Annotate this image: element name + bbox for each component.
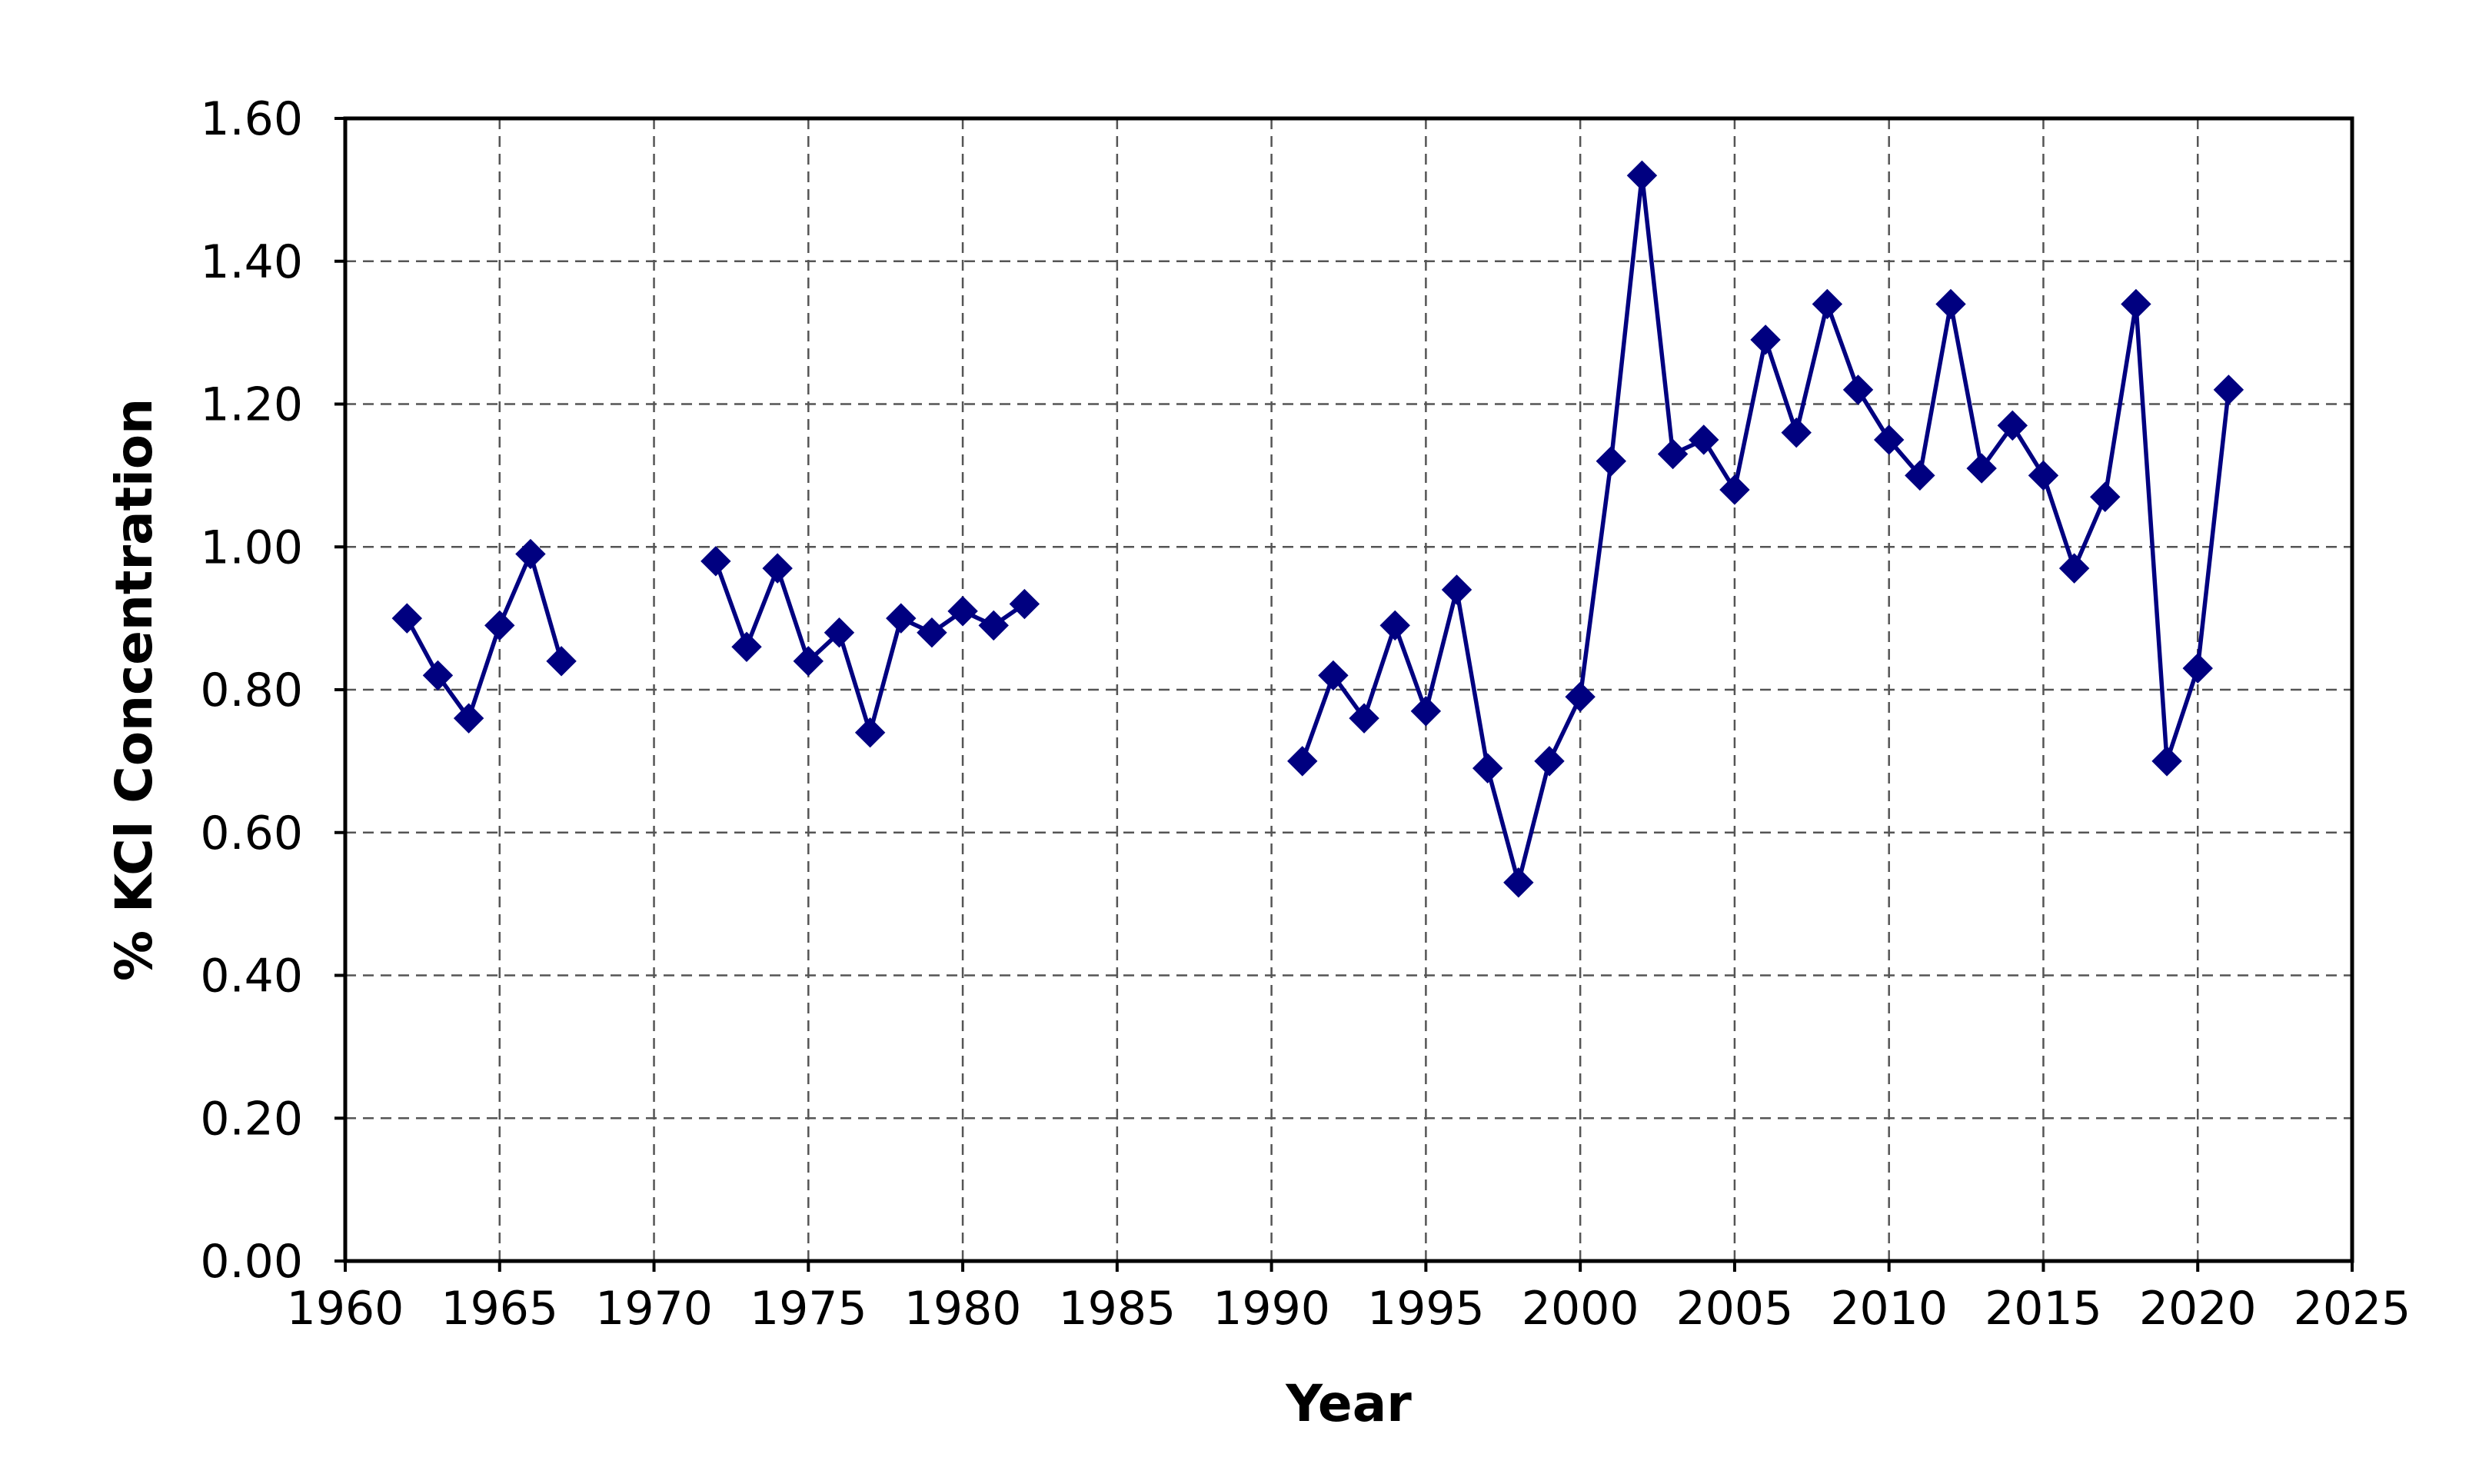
- series-kcl-concentration: [391, 160, 2244, 898]
- data-point-marker: [1318, 660, 1349, 691]
- data-point-marker: [1349, 703, 1379, 734]
- data-point-marker: [854, 717, 886, 748]
- data-point-marker: [1565, 681, 1596, 712]
- data-point-marker: [2090, 481, 2121, 512]
- x-tick-label: 1990: [1213, 1282, 1330, 1336]
- data-point-marker: [1441, 574, 1472, 605]
- data-point-marker: [947, 596, 978, 627]
- data-point-marker: [1935, 288, 1966, 320]
- x-tick-label: 2020: [2139, 1282, 2257, 1336]
- y-tick-label: 0.20: [200, 1092, 303, 1146]
- y-tick-label: 0.60: [200, 807, 303, 860]
- data-point-marker: [917, 617, 947, 648]
- y-tick-label: 1.20: [200, 378, 303, 432]
- data-point-marker: [762, 553, 793, 584]
- x-tick-label: 2025: [2294, 1282, 2411, 1336]
- data-point-marker: [1812, 288, 1843, 320]
- x-tick-label: 1995: [1367, 1282, 1485, 1336]
- x-tick-label: 2000: [1522, 1282, 1639, 1336]
- data-point-marker: [515, 538, 546, 570]
- x-tick-label: 1980: [904, 1282, 1022, 1336]
- x-axis-tick-labels: 1960 1965 1970 1975 1980 1985 1990 1995 2000 2005…: [287, 1282, 2411, 1336]
- data-point-marker: [793, 646, 824, 677]
- x-tick-label: 1975: [750, 1282, 867, 1336]
- data-point-marker: [422, 660, 454, 691]
- data-point-marker: [1781, 417, 1812, 448]
- y-axis-tick-labels: 0.00 0.20 0.40 0.60 0.80 1.00 1.20 1.40 1.60: [200, 92, 303, 1289]
- x-axis-title: Year: [1285, 1374, 1412, 1433]
- data-point-marker: [1873, 424, 1905, 455]
- y-tick-label: 0.40: [200, 950, 303, 1003]
- data-point-marker: [2121, 288, 2151, 320]
- data-point-marker: [1657, 438, 1689, 470]
- data-point-marker: [978, 610, 1009, 641]
- data-point-marker: [1534, 746, 1565, 777]
- data-point-marker: [391, 603, 423, 634]
- data-point-marker: [484, 610, 515, 641]
- data-point-marker: [1287, 746, 1318, 777]
- x-tick-label: 1985: [1058, 1282, 1176, 1336]
- data-point-marker: [700, 546, 731, 577]
- x-tick-label: 1965: [441, 1282, 558, 1336]
- y-tick-label: 1.00: [200, 521, 303, 574]
- data-point-marker: [1596, 446, 1627, 477]
- data-point-marker: [2213, 374, 2244, 405]
- y-tick-label: 0.80: [200, 664, 303, 717]
- data-point-marker: [824, 617, 855, 648]
- y-tick-label: 0.00: [200, 1235, 303, 1289]
- data-point-marker: [453, 703, 484, 734]
- data-point-marker: [1719, 474, 1750, 505]
- data-point-marker: [1966, 453, 1997, 484]
- x-tick-label: 2015: [1985, 1282, 2102, 1336]
- data-point-marker: [546, 646, 577, 677]
- y-axis-title: % KCl Concentration: [105, 398, 164, 981]
- data-point-marker: [1379, 610, 1410, 641]
- data-point-marker: [1689, 424, 1719, 455]
- data-point-marker: [2182, 653, 2213, 684]
- x-tick-label: 2010: [1830, 1282, 1948, 1336]
- y-tick-label: 1.40: [200, 235, 303, 289]
- data-point-marker: [1626, 160, 1658, 191]
- data-point-marker: [1997, 410, 2028, 441]
- data-point-marker: [2058, 553, 2090, 584]
- data-point-marker: [731, 631, 762, 662]
- x-tick-label: 1970: [595, 1282, 713, 1336]
- data-point-marker: [1472, 753, 1503, 784]
- data-point-marker: [2028, 460, 2059, 491]
- data-point-marker: [1842, 374, 1874, 405]
- data-point-marker: [1905, 460, 1935, 491]
- data-point-marker: [2151, 746, 2182, 777]
- axis-ticks: [334, 117, 2354, 1272]
- y-tick-label: 1.60: [200, 92, 303, 146]
- data-point-marker: [1503, 867, 1534, 898]
- x-tick-label: 1960: [287, 1282, 404, 1336]
- x-tick-label: 2005: [1676, 1282, 1794, 1336]
- data-point-marker: [1750, 324, 1781, 355]
- data-point-marker: [886, 603, 917, 634]
- data-point-marker: [1009, 588, 1040, 620]
- data-point-marker: [1410, 696, 1442, 727]
